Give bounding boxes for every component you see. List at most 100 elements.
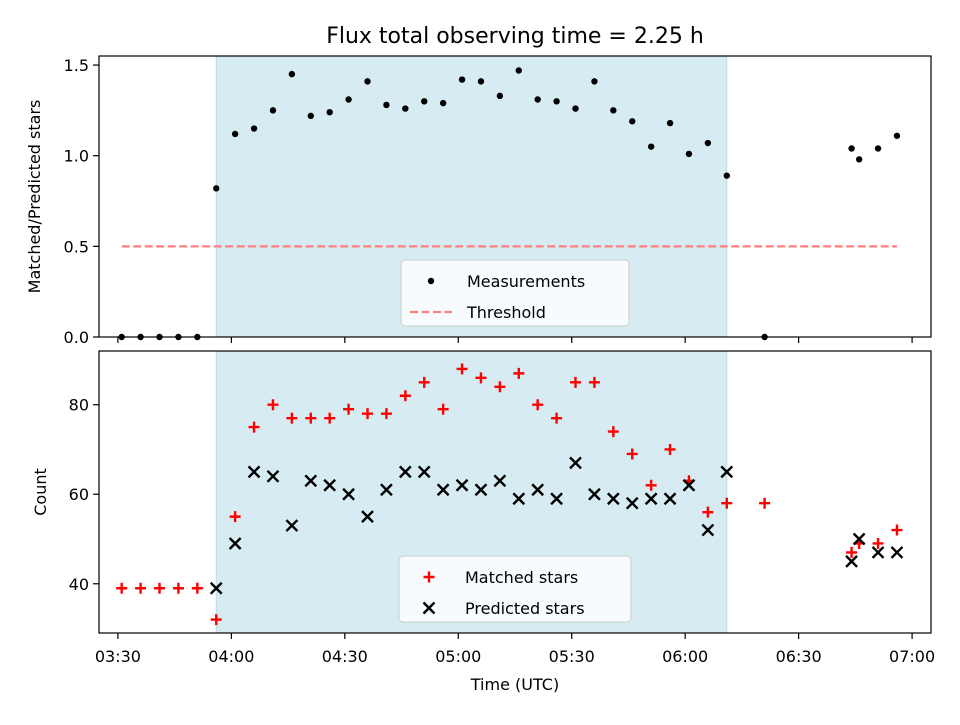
predicted-star-point	[701, 523, 715, 537]
predicted-star-point	[323, 478, 337, 492]
axes-frame	[98, 350, 932, 634]
y-axis-label: Matched/Predicted stars	[25, 100, 44, 294]
predicted-star-point	[474, 483, 488, 497]
predicted-star-point	[625, 496, 639, 510]
predicted-star-point	[569, 456, 582, 470]
measurement-point	[848, 145, 855, 152]
matched-star-point	[846, 546, 858, 558]
matched-star-point	[248, 421, 260, 433]
y-tick-label: 1.5	[64, 56, 89, 75]
legend: Matched stars Predicted stars	[398, 555, 632, 623]
predicted-star-point	[304, 474, 318, 488]
x-tick-label: 06:00	[662, 647, 708, 666]
predicted-star-point	[247, 465, 261, 479]
legend-box	[400, 259, 630, 327]
y-axis-label: Count	[31, 468, 50, 516]
matched-star-point	[362, 408, 374, 420]
x-tick-label: 04:00	[208, 647, 254, 666]
matched-star-point	[588, 376, 600, 388]
predicted-star-point	[682, 478, 696, 492]
measurement-point	[572, 105, 579, 112]
predicted-star-point	[644, 492, 658, 506]
x-tick-label: 03:30	[95, 647, 141, 666]
top-panel: 0.0 0.5 1.0 1.5 Matched/Predicted stars Measu…	[25, 55, 932, 347]
measurement-point	[231, 130, 239, 138]
measurement-point	[496, 92, 504, 100]
matched-star-point	[116, 582, 128, 594]
y-tick-label: 80	[69, 396, 89, 415]
predicted-star-point	[531, 483, 545, 497]
legend-label: Matched stars	[465, 568, 578, 587]
matched-star-point	[437, 403, 449, 415]
x-tick-label: 06:30	[776, 647, 822, 666]
matched-star-point	[135, 582, 147, 594]
matched-star-point	[343, 403, 355, 415]
matched-star-point	[513, 367, 525, 379]
measurement-point	[213, 185, 220, 192]
matched-star-point	[305, 412, 317, 424]
matched-star-point	[570, 376, 582, 388]
measurement-point	[364, 78, 371, 85]
predicted-star-point	[890, 546, 904, 559]
measurement-point	[269, 107, 277, 114]
measurement-point	[326, 109, 333, 116]
predicted-star-point	[663, 492, 677, 506]
measurement-point	[647, 143, 655, 150]
measurement-point	[515, 67, 522, 74]
matched-star-point	[664, 443, 676, 455]
measurement-point	[534, 96, 541, 103]
predicted-star-point	[871, 546, 885, 559]
matched-star-point	[475, 372, 487, 384]
predicted-star-point	[493, 474, 507, 488]
measurement-point	[629, 118, 636, 125]
x-tick-label: 07:00	[889, 647, 935, 666]
measurement-point	[723, 172, 730, 179]
measurement-point	[477, 78, 485, 85]
predicted-star-point	[228, 537, 242, 550]
predicted-star-point	[380, 483, 393, 497]
y-tick-label: 0.5	[64, 237, 89, 256]
predicted-star-point	[436, 483, 450, 497]
predicted-star-point	[285, 519, 299, 532]
matched-star-point	[172, 582, 184, 594]
axes-frame	[98, 55, 932, 338]
predicted-star-point	[550, 492, 563, 506]
predicted-star-point	[455, 478, 469, 492]
matched-star-point	[702, 506, 714, 518]
matched-star-point	[494, 381, 506, 393]
x-tick-label: 05:30	[549, 647, 595, 666]
x-tick-label: 04:30	[322, 647, 368, 666]
predicted-star-point	[266, 469, 280, 483]
matched-star-point	[286, 412, 298, 424]
matched-star-point	[759, 497, 771, 509]
matched-star-point	[229, 511, 241, 523]
predicted-star-point	[588, 487, 601, 501]
measurement-point	[458, 76, 466, 83]
measurement-point	[402, 105, 409, 112]
matched-star-point	[607, 426, 619, 438]
matched-star-point	[191, 582, 203, 594]
predicted-star-point	[512, 492, 526, 506]
y-tick-label: 0.0	[64, 328, 89, 347]
predicted-star-point	[845, 555, 858, 568]
bottom-panel: 40 60 80 03:30 04:00 04:30 05:00 05:30 06:00 06:3…	[31, 350, 935, 694]
y-tick-label: 1.0	[64, 147, 89, 166]
measurement-point	[553, 98, 560, 105]
predicted-star-point	[606, 492, 620, 506]
legend-box	[398, 555, 632, 623]
chart-title: Flux total observing time = 2.25 h	[326, 24, 704, 49]
measurement-point	[666, 119, 674, 127]
matched-star-point	[626, 448, 638, 460]
matched-star-point	[418, 376, 430, 388]
matched-star-point	[324, 412, 336, 424]
predicted-star-point	[209, 581, 223, 595]
legend-marker-x	[422, 601, 436, 615]
measurement-point	[591, 78, 598, 85]
measurement-point	[307, 112, 314, 120]
x-tick-label: 05:00	[435, 647, 481, 666]
legend-marker-dot	[427, 277, 435, 285]
measurement-point	[288, 70, 296, 78]
legend-label: Threshold	[466, 303, 546, 322]
legend-marker-plus	[423, 571, 435, 583]
